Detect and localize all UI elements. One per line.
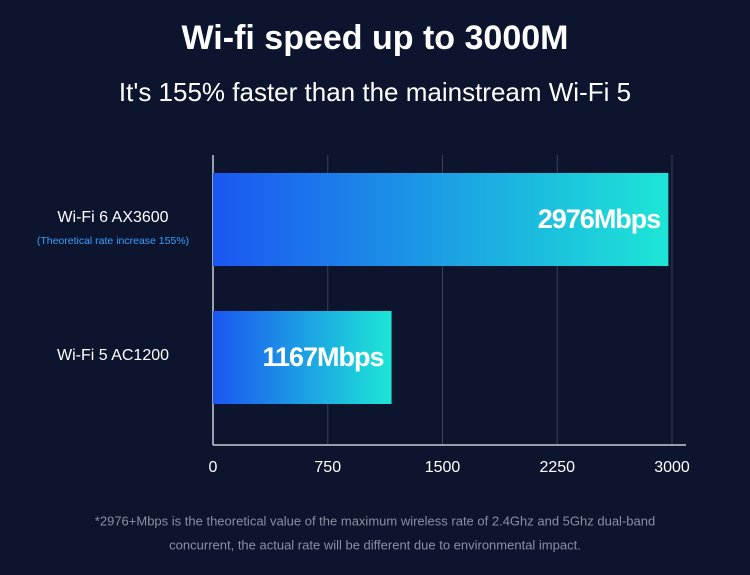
x-tick-label: 0 bbox=[209, 459, 218, 476]
chart-subtitle: It's 155% faster than the mainstream Wi-… bbox=[119, 77, 631, 107]
x-tick-label: 3000 bbox=[654, 459, 690, 476]
bar bbox=[213, 173, 669, 266]
chart-title: Wi-fi speed up to 3000M bbox=[182, 19, 569, 57]
y-tick-label: Wi-Fi 6 AX3600 bbox=[57, 209, 168, 226]
x-tick-label: 2250 bbox=[539, 459, 575, 476]
footnote: *2976+Mbps is the theoretical value of t… bbox=[95, 513, 655, 528]
footnote: concurrent, the actual rate will be diff… bbox=[169, 537, 581, 552]
y-tick-label: Wi-Fi 5 AC1200 bbox=[57, 347, 169, 364]
value-label: 2976Mbps bbox=[538, 204, 661, 234]
x-tick-label: 750 bbox=[314, 459, 341, 476]
category-note: (Theoretical rate increase 155%) bbox=[37, 235, 189, 247]
bar bbox=[213, 311, 392, 404]
value-label: 1167Mbps bbox=[262, 342, 383, 372]
x-tick-label: 1500 bbox=[425, 459, 461, 476]
